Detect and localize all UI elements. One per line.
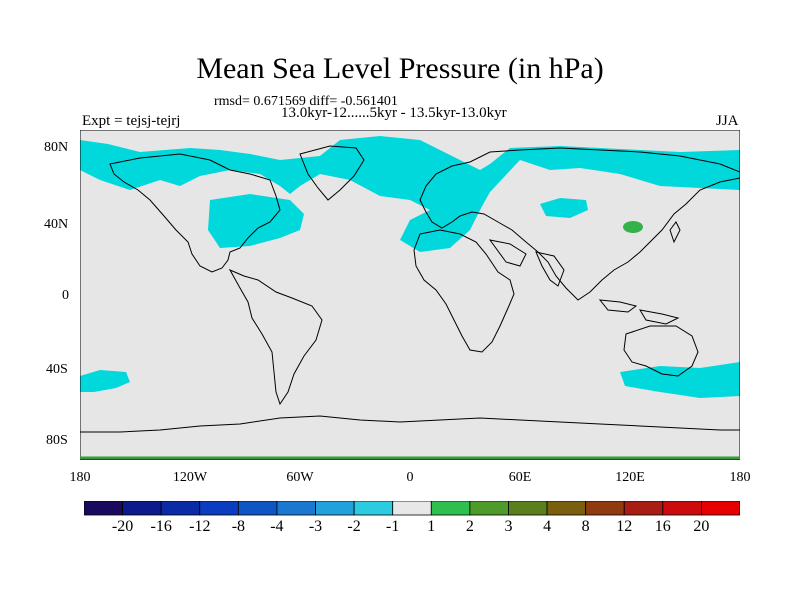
colorbar-label: 2	[465, 518, 474, 535]
colorbar-swatch	[199, 501, 239, 516]
colorbar-swatch	[623, 501, 664, 516]
x-tick-label: 0	[406, 470, 414, 485]
y-tick-label: 80S	[46, 433, 68, 448]
colorbar-swatch	[315, 501, 355, 516]
colorbar-swatch	[392, 501, 432, 516]
colorbar-swatch	[508, 501, 548, 516]
colorbar-swatch	[353, 501, 394, 516]
positive-anomaly-regions	[623, 221, 643, 233]
colorbar-swatch	[122, 501, 162, 516]
colorbar-label: 12	[616, 518, 633, 535]
colorbar-label: 4	[543, 518, 552, 535]
colorbar-swatch	[160, 501, 201, 516]
colorbar-label: 1	[427, 518, 436, 535]
y-tick-label: 0	[62, 288, 69, 303]
colorbar-label: -1	[386, 518, 400, 535]
rmsd-diff-stats: rmsd= 0.671569 diff= -0.561401	[214, 94, 398, 109]
colorbar-swatch	[585, 501, 625, 516]
colorbar-label: 3	[504, 518, 513, 535]
colorbar-label: -4	[270, 518, 284, 535]
period-label: 13.0kyr-12......5kyr - 13.5kyr-13.0kyr	[281, 105, 507, 121]
colorbar-swatch	[469, 501, 509, 516]
x-tick-label: 60E	[508, 470, 532, 485]
negative-anomaly-regions	[80, 136, 740, 398]
colorbar-swatch	[237, 501, 278, 516]
colorbar-label: -2	[347, 518, 361, 535]
colorbar-swatch	[84, 501, 123, 516]
coastlines	[80, 145, 740, 433]
colorbar-label: -12	[189, 518, 211, 535]
x-tick-label: 120W	[172, 470, 208, 485]
colorbar-label: 20	[693, 518, 710, 535]
colorbar	[84, 501, 740, 516]
season-label: JJA	[716, 113, 739, 129]
pressure-difference-map	[80, 130, 740, 460]
y-tick-label: 80N	[44, 140, 69, 155]
y-tick-label: 40N	[44, 217, 69, 232]
x-tick-label: 180	[69, 470, 91, 485]
colorbar-label: -20	[111, 518, 134, 535]
x-tick-label: 60W	[286, 470, 314, 485]
x-tick-label: 180	[729, 470, 751, 485]
plot-title: Mean Sea Level Pressure (in hPa)	[196, 52, 604, 85]
colorbar-swatch	[276, 501, 316, 516]
colorbar-label: 16	[654, 518, 671, 535]
colorbar-label: 8	[581, 518, 590, 535]
experiment-label: Expt = tejsj-tejrj	[82, 113, 181, 129]
colorbar-swatch	[662, 501, 702, 516]
colorbar-label: -8	[231, 518, 246, 535]
colorbar-label: -16	[150, 518, 172, 535]
y-tick-label: 40S	[46, 362, 68, 377]
colorbar-label: -3	[308, 518, 323, 535]
colorbar-swatch	[546, 501, 587, 516]
x-tick-label: 120E	[615, 470, 645, 485]
colorbar-swatch	[430, 501, 471, 516]
colorbar-swatch	[701, 501, 740, 516]
